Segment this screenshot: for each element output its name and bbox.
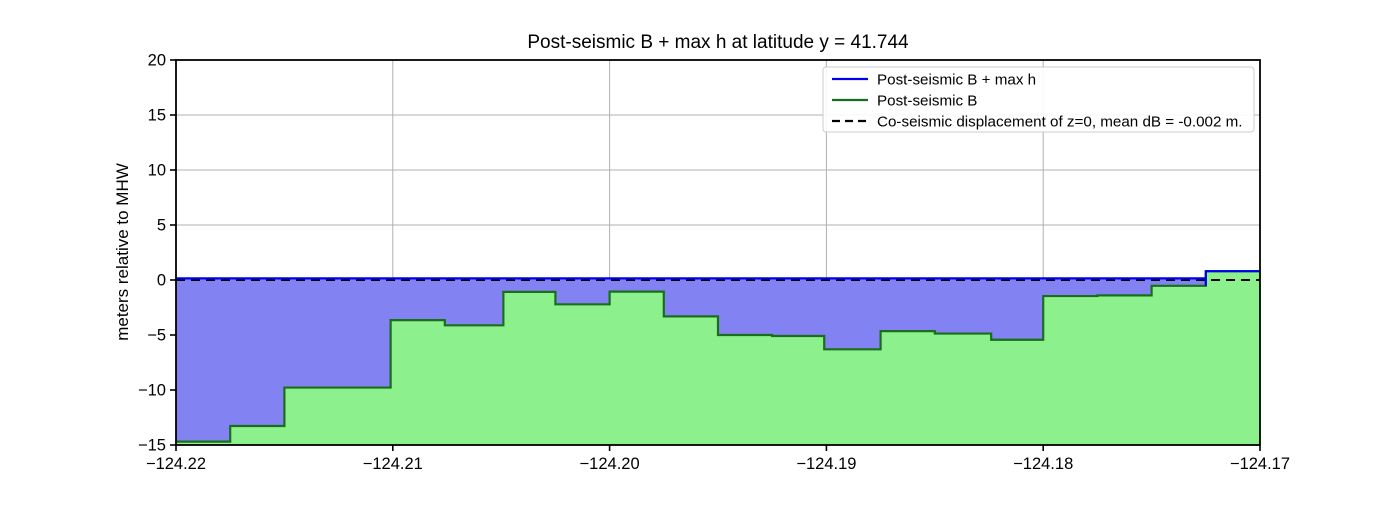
svg-text:−124.22: −124.22 — [146, 455, 206, 473]
svg-text:Post-seismic B: Post-seismic B — [877, 93, 977, 110]
svg-text:−124.21: −124.21 — [363, 455, 423, 473]
svg-text:−124.18: −124.18 — [1013, 455, 1073, 473]
svg-text:20: 20 — [148, 52, 166, 70]
svg-text:−124.19: −124.19 — [796, 455, 856, 473]
svg-text:5: 5 — [157, 217, 166, 235]
svg-text:0: 0 — [157, 272, 166, 290]
svg-text:−124.20: −124.20 — [580, 455, 640, 473]
svg-text:10: 10 — [148, 162, 166, 180]
svg-text:Post-seismic B + max h at lati: Post-seismic B + max h at latitude y = 4… — [527, 32, 909, 53]
svg-text:−15: −15 — [138, 437, 166, 455]
svg-text:−124.17: −124.17 — [1230, 455, 1290, 473]
svg-text:Post-seismic B + max h: Post-seismic B + max h — [877, 72, 1036, 89]
svg-text:−10: −10 — [138, 382, 166, 400]
svg-text:meters relative to MHW: meters relative to MHW — [113, 163, 132, 341]
svg-text:Co-seismic displacement of z=0: Co-seismic displacement of z=0, mean dB … — [877, 114, 1243, 131]
svg-text:15: 15 — [148, 107, 166, 125]
svg-text:−5: −5 — [147, 327, 166, 345]
